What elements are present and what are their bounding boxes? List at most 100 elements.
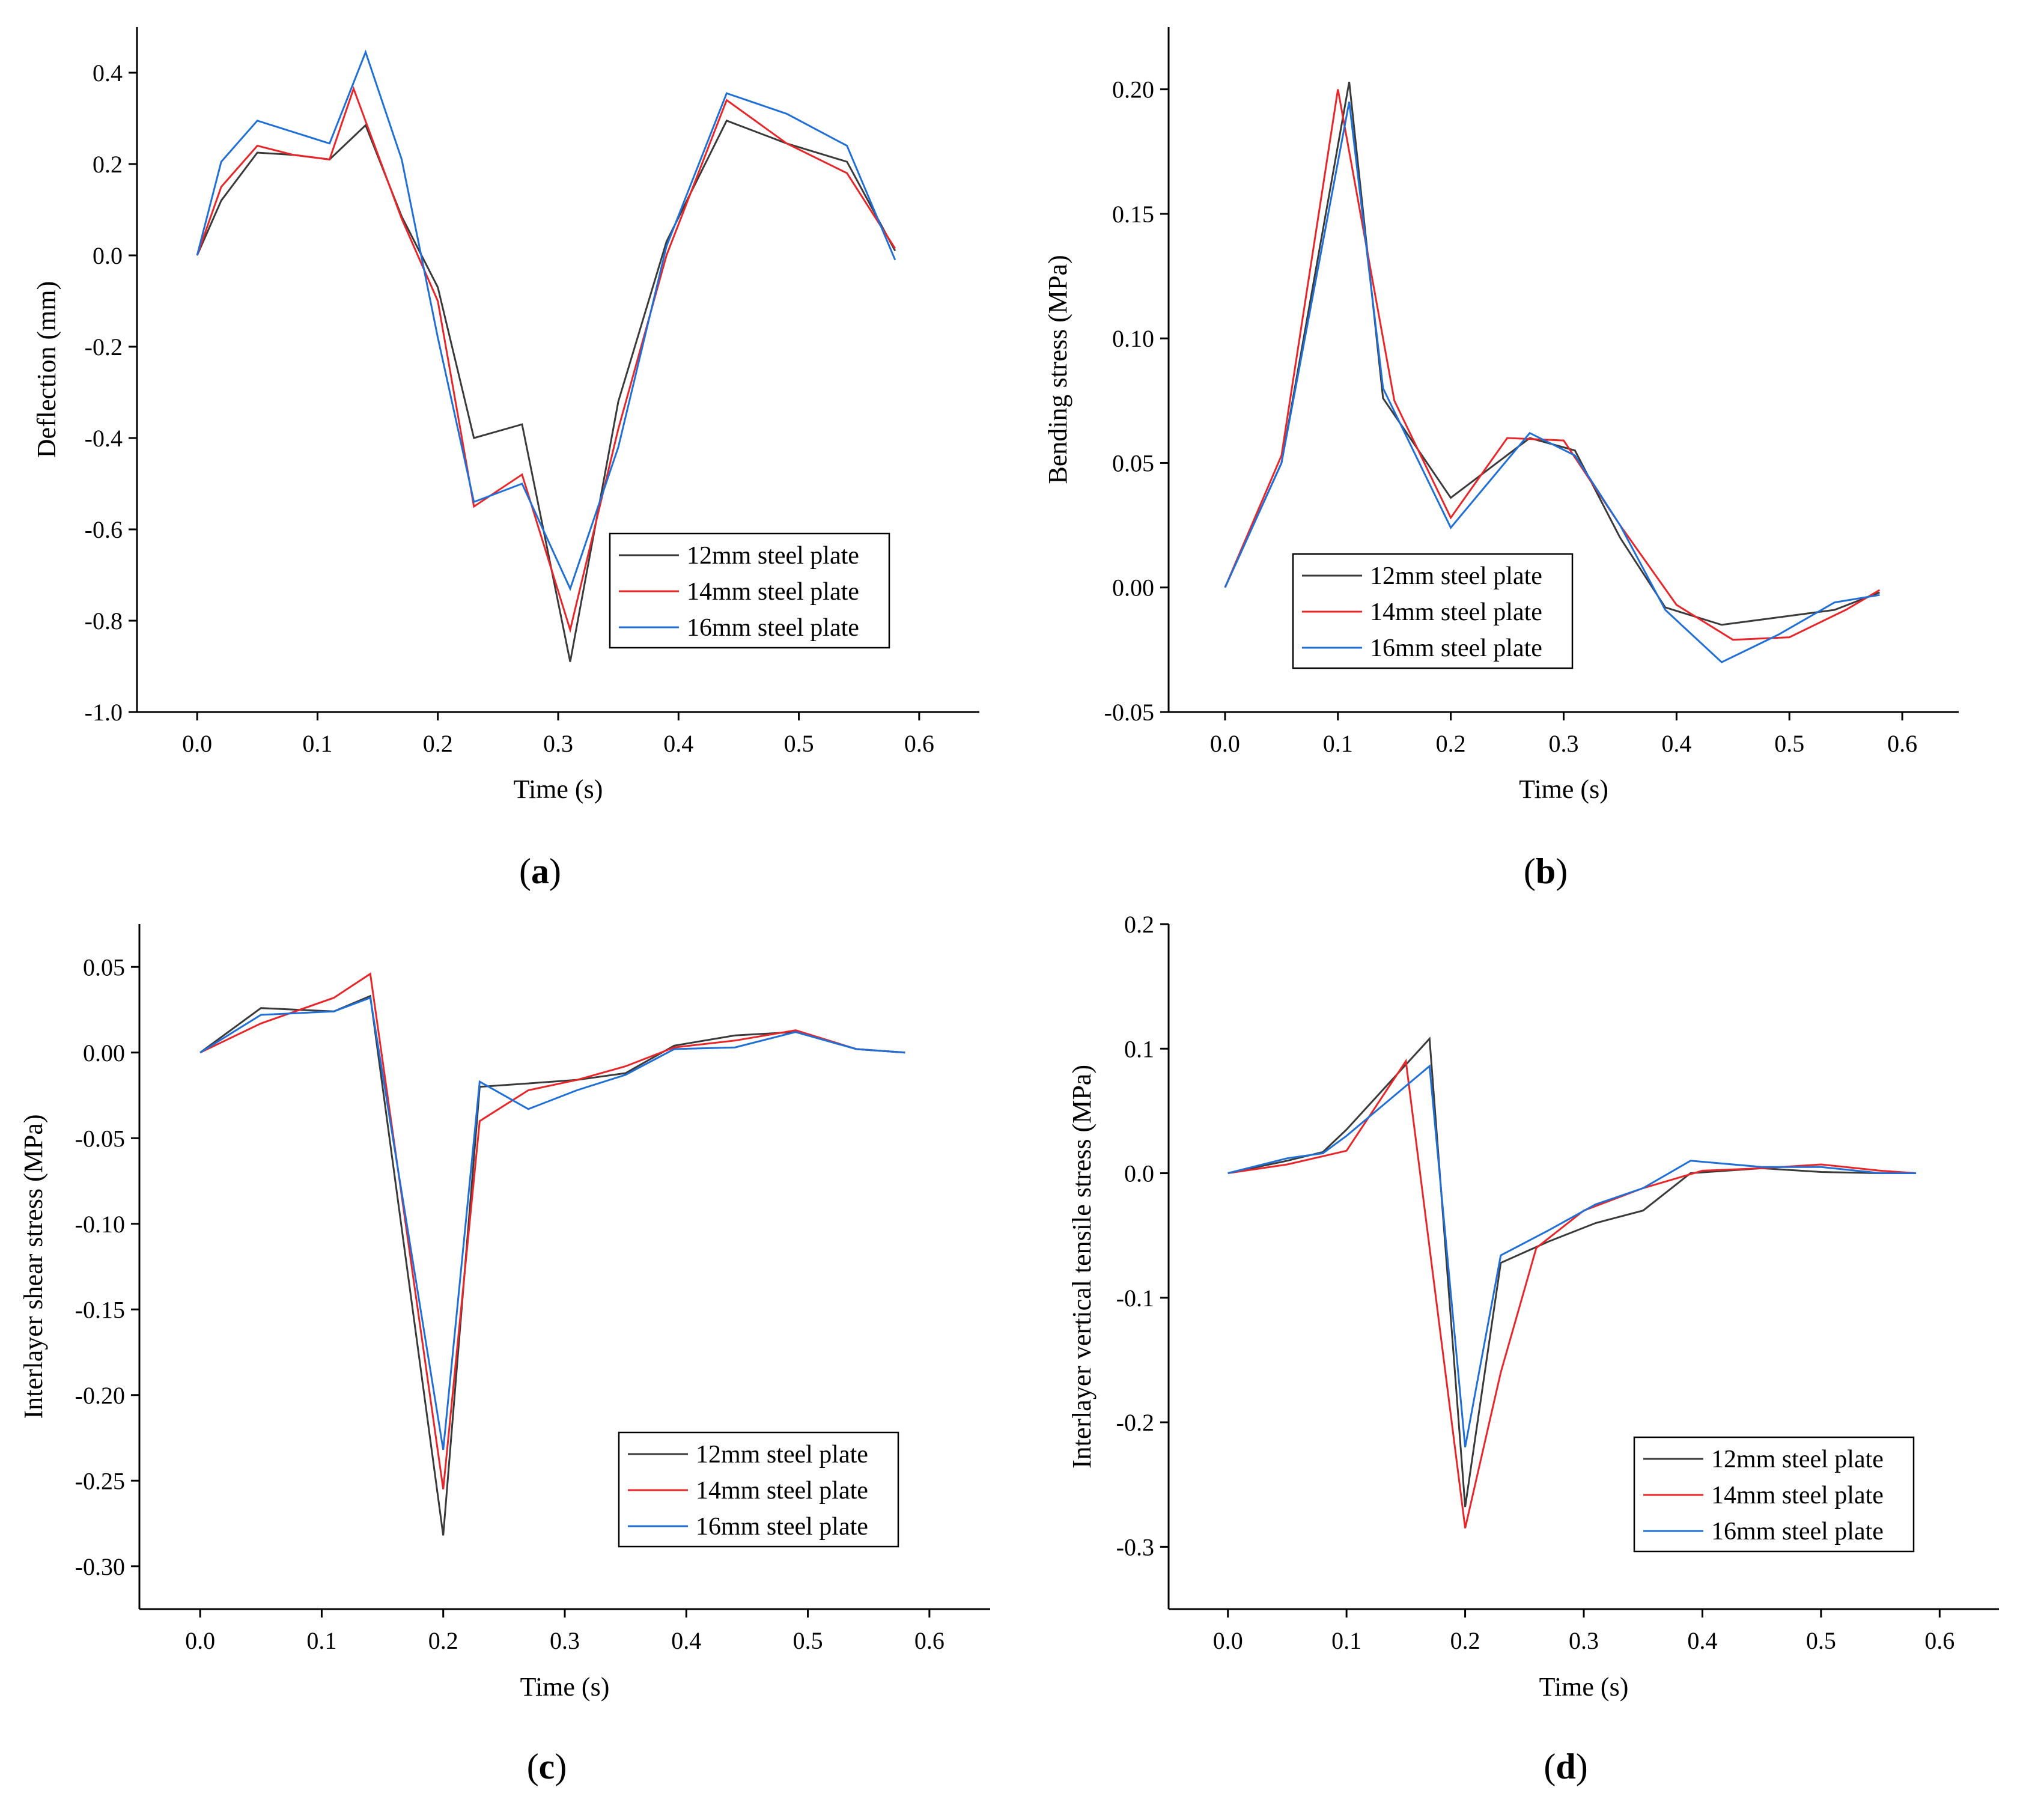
- series-line-16mm-steel-plate: [199, 996, 905, 1450]
- legend-label: 16mm steel plate: [696, 1513, 868, 1541]
- legend-label: 14mm steel plate: [1370, 598, 1542, 626]
- x-tick-label: 0.5: [784, 730, 814, 757]
- y-tick-label: 0.0: [93, 242, 123, 269]
- panel-label-open: (: [1544, 1747, 1556, 1786]
- x-tick-label: 0.2: [423, 730, 453, 757]
- legend: 12mm steel plate 14mm steel plate 16mm ste…: [1292, 553, 1574, 669]
- legend-label: 14mm steel plate: [696, 1477, 868, 1505]
- y-tick-label: -0.8: [85, 607, 123, 635]
- legend-label: 12mm steel plate: [1711, 1446, 1884, 1473]
- x-tick-label: 0.6: [1887, 730, 1917, 757]
- x-tick-label: 0.5: [1774, 730, 1804, 757]
- panel-label-letter: a: [531, 851, 549, 891]
- legend-label: 16mm steel plate: [687, 614, 859, 642]
- legend-label: 12mm steel plate: [1370, 562, 1542, 590]
- x-tick-label: 0.0: [1210, 730, 1240, 757]
- x-axis-title: Time (s): [514, 775, 603, 804]
- panel-label-letter: c: [539, 1747, 555, 1786]
- x-tick-label: 0.3: [550, 1627, 580, 1654]
- panel-label: (a): [519, 851, 561, 891]
- x-axis-title: Time (s): [1539, 1672, 1629, 1702]
- y-tick-label: -0.10: [75, 1211, 125, 1238]
- x-tick-label: 0.2: [1450, 1627, 1480, 1654]
- panel-label-close: ): [549, 851, 561, 891]
- x-tick-label: 0.3: [543, 730, 573, 757]
- x-tick-label: 0.6: [904, 730, 934, 757]
- series-line-16mm-steel-plate: [1227, 1064, 1916, 1447]
- x-axis-title: Time (s): [520, 1672, 610, 1702]
- series-line-14mm-steel-plate: [1227, 1058, 1916, 1529]
- x-tick-label: 0.4: [663, 730, 693, 757]
- legend: 12mm steel plate 14mm steel plate 16mm ste…: [618, 1431, 899, 1548]
- y-tick-label: -0.2: [85, 333, 123, 361]
- y-tick-label: 0.4: [93, 59, 123, 87]
- panel-label-letter: d: [1556, 1747, 1575, 1786]
- y-tick-label: 0.2: [1124, 911, 1154, 938]
- series-line-12mm-steel-plate: [1224, 81, 1881, 626]
- x-tick-label: 0.1: [1331, 1627, 1361, 1654]
- legend-label: 16mm steel plate: [1370, 635, 1542, 662]
- panel-label-close: ): [555, 1747, 567, 1786]
- legend-label: 16mm steel plate: [1711, 1518, 1884, 1545]
- y-tick-label: -0.1: [1116, 1285, 1154, 1312]
- chart-panel-a: 0.0 0.1 0.2 0.3 0.4 0.5 0.6 -1.0 -0.8 -0.6 -0.4 -0.…: [32, 27, 979, 891]
- series-line-16mm-steel-plate: [1224, 102, 1880, 663]
- y-tick-label: -0.30: [75, 1553, 125, 1580]
- x-tick-label: 0.6: [1924, 1627, 1954, 1654]
- series-line-14mm-steel-plate: [199, 972, 905, 1490]
- y-tick-label: -0.6: [85, 516, 123, 543]
- chart-panel-c: 0.0 0.1 0.2 0.3 0.4 0.5 0.6 -0.30 -0.25 -0.20 -0.1…: [19, 924, 990, 1786]
- x-tick-label: 0.2: [428, 1627, 458, 1654]
- y-axis-title: Interlayer shear stress (MPa): [19, 1114, 48, 1419]
- x-tick-label: 0.4: [1661, 730, 1691, 757]
- legend: 12mm steel plate 14mm steel plate 16mm ste…: [609, 532, 890, 649]
- x-tick-label: 0.5: [1806, 1627, 1836, 1654]
- series-line-12mm-steel-plate: [1227, 1036, 1916, 1508]
- x-tick-label: 0.4: [671, 1627, 701, 1654]
- y-tick-label: 0.05: [83, 954, 125, 981]
- y-tick-label: -0.3: [1116, 1533, 1154, 1560]
- x-tick-label: 0.1: [1323, 730, 1353, 757]
- y-tick-label: -0.20: [75, 1382, 125, 1409]
- panel-label: (d): [1544, 1747, 1587, 1786]
- legend-label: 14mm steel plate: [687, 578, 859, 606]
- legend: 12mm steel plate 14mm steel plate 16mm ste…: [1633, 1436, 1915, 1553]
- y-tick-label: 0.00: [1112, 574, 1154, 601]
- y-tick-label: -0.25: [75, 1467, 125, 1494]
- panel-label-close: ): [1576, 1747, 1588, 1786]
- y-tick-label: 0.10: [1112, 325, 1154, 352]
- y-tick-label: 0.00: [83, 1039, 125, 1067]
- panel-label-open: (: [527, 1747, 539, 1786]
- y-tick-label: 0.1: [1124, 1035, 1154, 1062]
- panel-label: (c): [527, 1747, 567, 1786]
- panel-label-letter: b: [1536, 851, 1556, 891]
- chart-panel-d: 0.0 0.1 0.2 0.3 0.4 0.5 0.6 -0.3 -0.2 -0.1 0.0 0.1 0…: [1067, 911, 1999, 1786]
- y-tick-label: -0.4: [85, 425, 123, 452]
- panel-label: (b): [1524, 851, 1568, 891]
- series-line-14mm-steel-plate: [1224, 89, 1881, 641]
- panel-label-open: (: [1524, 851, 1536, 891]
- y-tick-label: 0.15: [1112, 201, 1154, 228]
- y-tick-label: -1.0: [85, 699, 123, 726]
- x-tick-label: 0.0: [182, 730, 212, 757]
- y-tick-label: 0.0: [1124, 1160, 1154, 1187]
- y-axis-title: Deflection (mm): [32, 281, 61, 458]
- x-tick-label: 0.4: [1687, 1627, 1717, 1654]
- x-tick-label: 0.2: [1436, 730, 1466, 757]
- series-line-12mm-steel-plate: [196, 119, 896, 662]
- y-tick-label: -0.2: [1116, 1409, 1154, 1436]
- y-tick-label: 0.2: [93, 151, 123, 178]
- series-line-16mm-steel-plate: [196, 49, 896, 591]
- y-tick-label: 0.05: [1112, 449, 1154, 476]
- x-tick-label: 0.0: [185, 1627, 215, 1654]
- y-tick-label: -0.05: [1104, 699, 1154, 726]
- x-tick-label: 0.3: [1549, 730, 1579, 757]
- y-tick-label: -0.05: [75, 1125, 125, 1152]
- x-tick-label: 0.5: [793, 1627, 823, 1654]
- y-axis-title: Interlayer vertical tensile stress (MPa): [1067, 1065, 1097, 1468]
- x-axis-title: Time (s): [1519, 775, 1608, 804]
- chart-panel-b: 0.0 0.1 0.2 0.3 0.4 0.5 0.6 -0.05 0.00 0.05 0.10 0.…: [1043, 27, 1959, 891]
- y-axis-title: Bending stress (MPa): [1043, 255, 1072, 484]
- x-tick-label: 0.6: [914, 1627, 944, 1654]
